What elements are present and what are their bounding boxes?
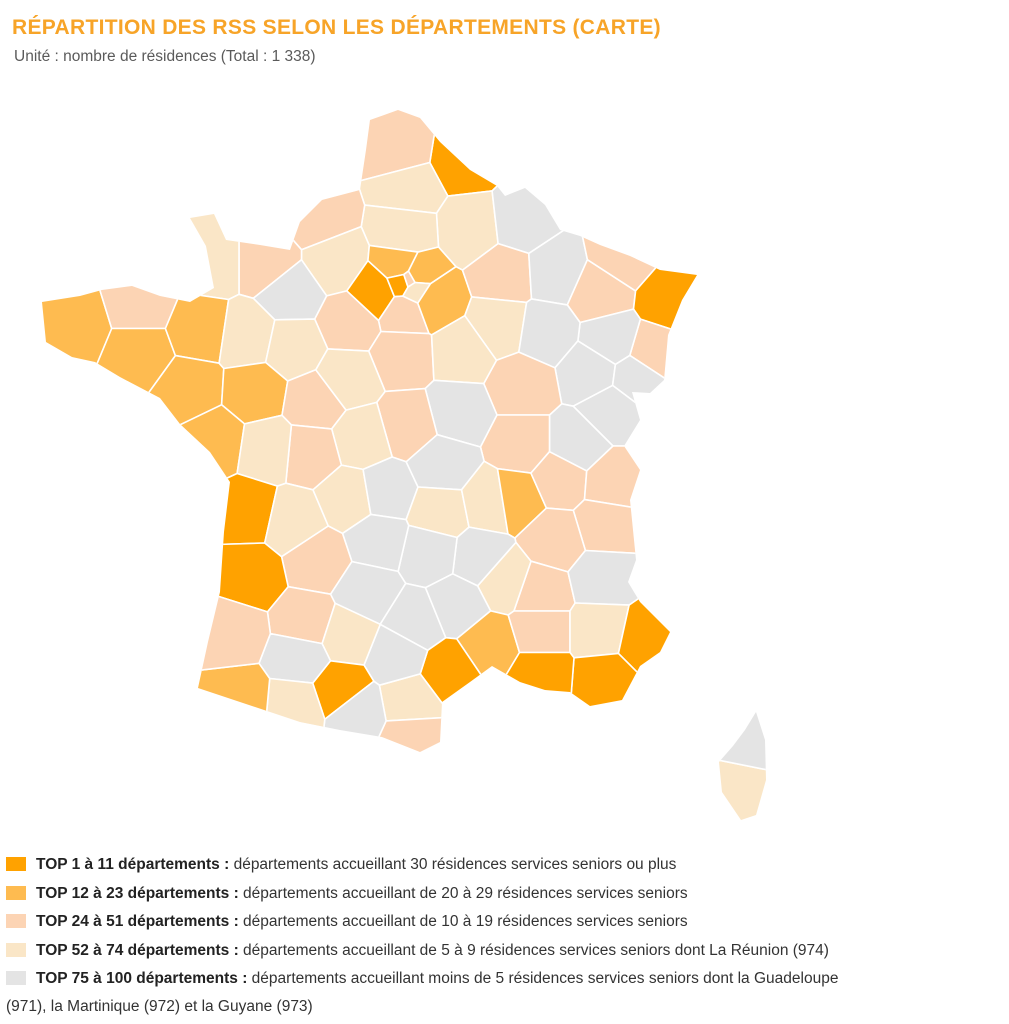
department-08 <box>491 110 631 255</box>
legend-swatch <box>6 885 26 900</box>
department-73 <box>572 498 766 558</box>
department-56 <box>42 327 177 521</box>
department-17 <box>71 472 279 550</box>
department-13 <box>492 651 575 820</box>
legend-swatch <box>6 857 26 871</box>
legend-swatch <box>6 971 26 986</box>
department-05 <box>567 549 700 606</box>
legend-swatch <box>6 942 26 957</box>
department-84 <box>507 610 571 654</box>
department-64 <box>42 662 271 820</box>
department-59 <box>429 110 608 197</box>
department-67 <box>632 110 766 441</box>
department-2A <box>583 747 766 820</box>
legend-item-top-1-11: TOP 1 à 11 départements : départements a… <box>6 854 1006 883</box>
legend-text: départements accueillant de 20 à 29 rési… <box>238 884 688 902</box>
legend-text: départements accueillant moins de 5 rési… <box>247 970 839 988</box>
department-66 <box>331 716 542 820</box>
legend-swatch <box>6 914 26 929</box>
legend-item-top-75-100: TOP 75 à 100 départements : départements… <box>6 968 1006 990</box>
legend-text-continuation: (971), la Martinique (972) et la Guyane … <box>6 998 313 1016</box>
department-83 <box>559 652 677 820</box>
legend-item-top-24-51: TOP 24 à 51 départements : départements … <box>6 911 1006 940</box>
department-2B <box>659 469 766 819</box>
legend-label: TOP 75 à 100 départements : <box>36 970 248 988</box>
legend-text: départements accueillant de 10 à 19 rési… <box>238 913 688 931</box>
legend-item-top-12-23: TOP 12 à 23 départements : départements … <box>6 883 1006 912</box>
department-57 <box>578 110 766 292</box>
department-68 <box>629 318 766 500</box>
legend-label: TOP 12 à 23 départements : <box>36 884 239 902</box>
department-22 <box>42 110 182 330</box>
department-90 <box>611 354 766 474</box>
map-title: RÉPARTITION DES RSS SELON LES DÉPARTEMEN… <box>12 16 661 39</box>
legend-label: TOP 1 à 11 départements : <box>36 856 230 873</box>
legend-label: TOP 52 à 74 départements : <box>36 941 239 959</box>
department-85 <box>42 404 246 557</box>
department-06 <box>617 509 766 712</box>
department-50 <box>49 110 240 301</box>
department-33 <box>69 542 289 613</box>
department-29 <box>42 110 113 558</box>
department-76 <box>198 110 366 251</box>
department-60 <box>360 204 440 253</box>
map-subtitle: Unité : nombre de résidences (Total : 1 … <box>14 48 316 65</box>
legend-label: TOP 24 à 51 départements : <box>36 913 239 931</box>
legend-text: départements accueillant de 5 à 9 réside… <box>238 941 829 959</box>
legend-text: départements accueillant 30 résidences s… <box>229 856 677 873</box>
legend: TOP 1 à 11 départements : départements a… <box>6 854 1006 1018</box>
legend-item-top-52-74: TOP 52 à 74 départements : départements … <box>6 940 1006 969</box>
france-departments-map <box>42 110 766 820</box>
